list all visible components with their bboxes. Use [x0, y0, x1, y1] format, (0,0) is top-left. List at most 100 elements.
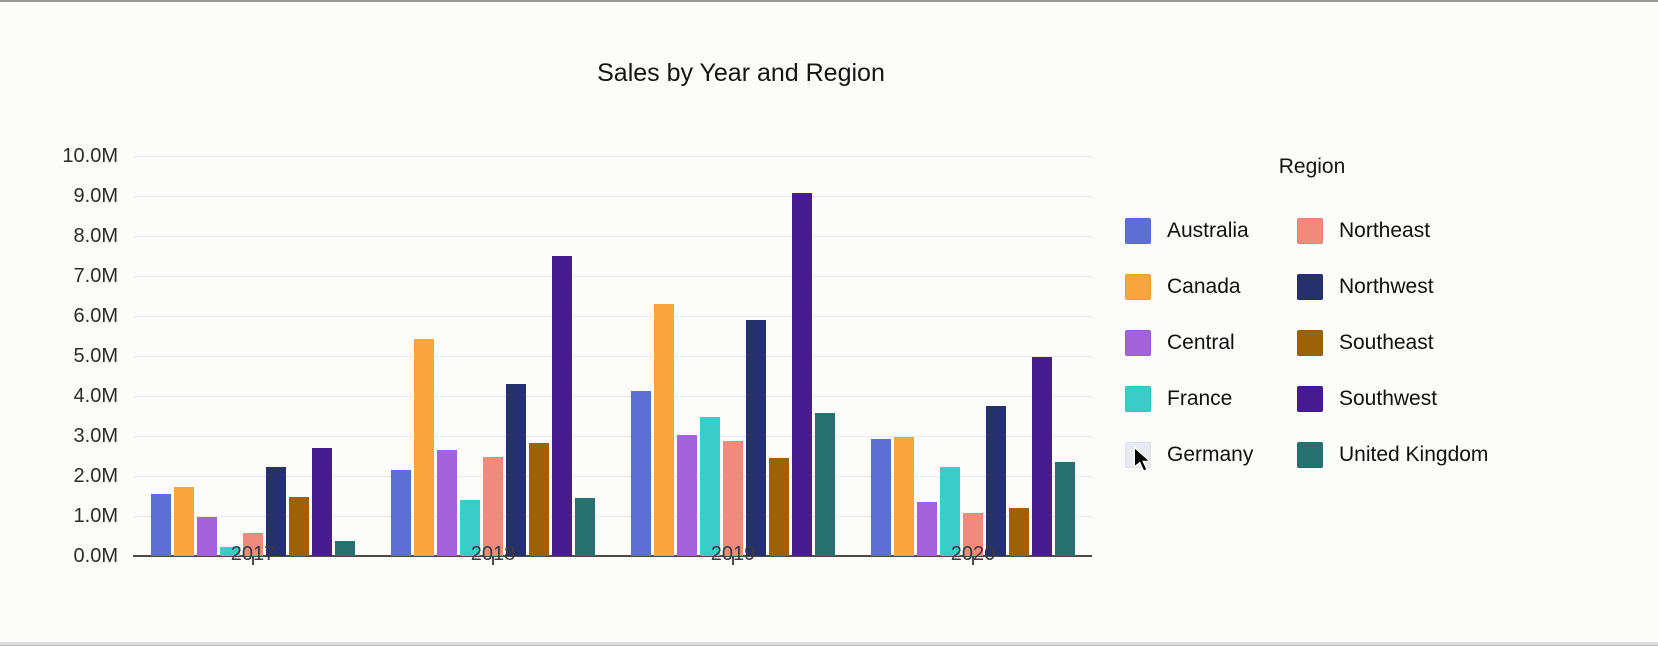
legend-item-united-kingdom[interactable]: United Kingdom — [1297, 441, 1488, 469]
legend-label-canada: Canada — [1167, 275, 1241, 298]
bar-northeast-2017 — [243, 533, 263, 556]
legend-label-northeast: Northeast — [1339, 219, 1431, 242]
bar-central-2019 — [677, 435, 697, 556]
legend-swatch-united-kingdom — [1297, 442, 1323, 468]
window-edge-top — [0, 0, 1658, 2]
x-axis-tick-label: 2018 — [470, 543, 516, 565]
legend-item-southwest[interactable]: Southwest — [1297, 385, 1437, 413]
legend-swatch-southeast — [1297, 330, 1323, 356]
y-axis-tick-label: 7.0M — [73, 265, 118, 287]
y-axis-tick-label: 6.0M — [73, 305, 118, 327]
legend-label-southwest: Southwest — [1339, 387, 1438, 410]
bar-northwest-2017 — [266, 467, 286, 556]
y-axis-tick-label: 3.0M — [73, 425, 118, 447]
bar-northwest-2019 — [746, 320, 766, 556]
bar-canada-2019 — [654, 304, 674, 556]
bar-northeast-2020 — [963, 513, 983, 556]
bar-canada-2020 — [894, 437, 914, 556]
x-axis-tick-label: 2019 — [710, 543, 756, 565]
gridline — [133, 156, 1092, 157]
bar-southwest-2020 — [1032, 357, 1052, 556]
bar-southwest-2018 — [552, 256, 572, 556]
bar-france-2018 — [460, 500, 480, 556]
bar-united-kingdom-2017 — [335, 541, 355, 556]
legend-label-central: Central — [1167, 331, 1235, 354]
bar-france-2017 — [220, 547, 240, 556]
bar-united-kingdom-2020 — [1055, 462, 1075, 556]
bar-central-2020 — [917, 502, 937, 556]
mouse-cursor — [1133, 446, 1152, 473]
legend-label-germany: Germany — [1167, 443, 1254, 466]
gridline — [133, 196, 1092, 197]
gridline — [133, 436, 1092, 437]
bar-northeast-2019 — [723, 441, 743, 556]
legend-label-united-kingdom: United Kingdom — [1339, 443, 1489, 466]
legend-title: Region — [1278, 155, 1346, 178]
bar-southeast-2018 — [529, 443, 549, 556]
x-axis-tick — [492, 557, 494, 565]
legend-item-southeast[interactable]: Southeast — [1297, 329, 1434, 357]
bar-united-kingdom-2018 — [575, 498, 595, 556]
bar-northwest-2020 — [986, 406, 1006, 556]
bar-australia-2020 — [871, 439, 891, 556]
gridline — [133, 356, 1092, 357]
y-axis-tick-label: 0.0M — [73, 545, 118, 567]
x-axis-line — [133, 555, 1092, 557]
legend-item-australia[interactable]: Australia — [1125, 217, 1249, 245]
y-axis-tick-label: 9.0M — [73, 185, 118, 207]
window-edge-bottom — [0, 642, 1658, 646]
bar-central-2018 — [437, 450, 457, 556]
x-axis-tick — [972, 557, 974, 565]
legend-item-france[interactable]: France — [1125, 385, 1232, 413]
bar-southwest-2019 — [792, 193, 812, 556]
bar-southeast-2020 — [1009, 508, 1029, 556]
legend-swatch-southwest — [1297, 386, 1323, 412]
legend-swatch-northeast — [1297, 218, 1323, 244]
y-axis-tick-label: 5.0M — [73, 345, 118, 367]
bar-united-kingdom-2019 — [815, 413, 835, 556]
x-axis-tick-label: 2020 — [950, 543, 996, 565]
legend-label-northwest: Northwest — [1339, 275, 1434, 298]
legend-label-australia: Australia — [1167, 219, 1249, 242]
y-axis-tick-label: 1.0M — [73, 505, 118, 527]
gridline — [133, 236, 1092, 237]
legend-item-northeast[interactable]: Northeast — [1297, 217, 1430, 245]
legend-swatch-france — [1125, 386, 1151, 412]
x-axis-tick — [732, 557, 734, 565]
bar-australia-2019 — [631, 391, 651, 556]
bar-central-2017 — [197, 517, 217, 556]
legend-item-central[interactable]: Central — [1125, 329, 1235, 357]
legend-swatch-central — [1125, 330, 1151, 356]
bar-southeast-2017 — [289, 497, 309, 556]
gridline — [133, 396, 1092, 397]
bar-france-2020 — [940, 467, 960, 556]
legend-label-southeast: Southeast — [1339, 331, 1434, 354]
x-axis-tick — [252, 557, 254, 565]
gridline — [133, 316, 1092, 317]
legend-item-canada[interactable]: Canada — [1125, 273, 1241, 301]
bar-southwest-2017 — [312, 448, 332, 556]
bar-france-2019 — [700, 417, 720, 556]
y-axis-tick-label: 8.0M — [73, 225, 118, 247]
x-axis-tick-label: 2017 — [230, 543, 276, 565]
legend-swatch-canada — [1125, 274, 1151, 300]
bar-australia-2018 — [391, 470, 411, 556]
bar-southeast-2019 — [769, 458, 789, 556]
gridline — [133, 276, 1092, 277]
y-axis-tick-label: 2.0M — [73, 465, 118, 487]
chart-title: Sales by Year and Region — [597, 59, 885, 87]
bar-australia-2017 — [151, 494, 171, 556]
y-axis-tick-label: 4.0M — [73, 385, 118, 407]
bar-canada-2017 — [174, 487, 194, 556]
bar-northeast-2018 — [483, 457, 503, 556]
bar-canada-2018 — [414, 339, 434, 556]
legend-label-france: France — [1167, 387, 1233, 410]
gridline — [133, 476, 1092, 477]
legend-swatch-australia — [1125, 218, 1151, 244]
legend-swatch-northwest — [1297, 274, 1323, 300]
y-axis-tick-label: 10.0M — [62, 145, 118, 167]
gridline — [133, 516, 1092, 517]
legend-item-northwest[interactable]: Northwest — [1297, 273, 1434, 301]
bar-northwest-2018 — [506, 384, 526, 556]
